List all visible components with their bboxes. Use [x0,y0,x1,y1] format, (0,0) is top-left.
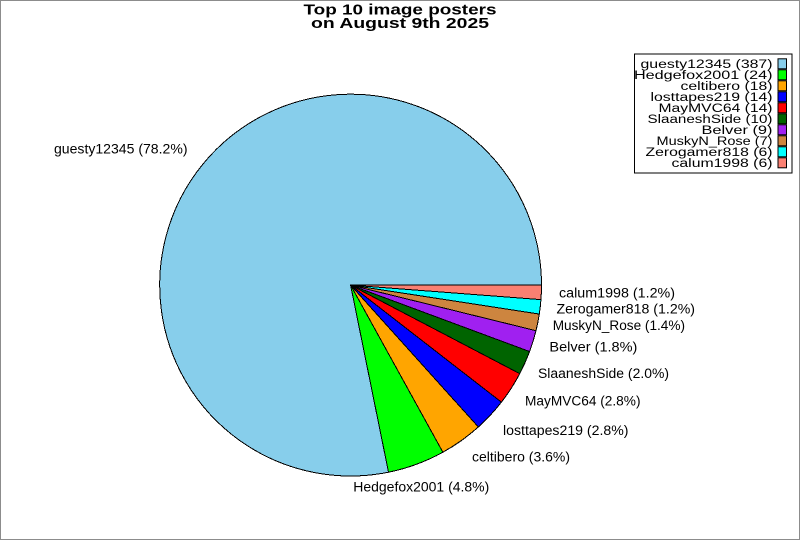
svg-text:SlaaneshSide (10): SlaaneshSide (10) [648,114,773,126]
svg-text:losttapes219 (14): losttapes219 (14) [651,92,773,104]
svg-text:MayMVC64 (2.8%): MayMVC64 (2.8%) [525,393,641,409]
svg-text:guesty12345 (387): guesty12345 (387) [641,59,773,71]
svg-text:Hedgefox2001 (24): Hedgefox2001 (24) [634,70,773,82]
svg-text:Belver (1.8%): Belver (1.8%) [549,338,637,354]
svg-text:calum1998 (1.2%): calum1998 (1.2%) [559,285,675,301]
svg-text:guesty12345 (78.2%): guesty12345 (78.2%) [54,141,188,157]
svg-text:Hedgefox2001 (4.8%): Hedgefox2001 (4.8%) [353,478,489,494]
svg-text:calum1998 (6): calum1998 (6) [672,158,773,170]
svg-text:SlaaneshSide (2.0%): SlaaneshSide (2.0%) [538,365,669,381]
svg-text:Top 10 image posters: Top 10 image posters [304,2,497,18]
svg-text:Zerogamer818 (6): Zerogamer818 (6) [646,147,773,159]
svg-text:MuskyN_Rose (7): MuskyN_Rose (7) [657,136,773,148]
svg-text:MayMVC64 (14): MayMVC64 (14) [659,103,773,115]
svg-text:celtibero (3.6%): celtibero (3.6%) [472,449,570,465]
svg-text:Zerogamer818 (1.2%): Zerogamer818 (1.2%) [557,301,696,317]
svg-text:on August 9th 2025: on August 9th 2025 [311,16,489,32]
svg-text:Belver (9): Belver (9) [702,125,773,137]
svg-text:celtibero (18): celtibero (18) [681,81,773,93]
svg-text:MuskyN_Rose (1.4%): MuskyN_Rose (1.4%) [553,317,685,333]
svg-text:losttapes219 (2.8%): losttapes219 (2.8%) [503,422,629,438]
